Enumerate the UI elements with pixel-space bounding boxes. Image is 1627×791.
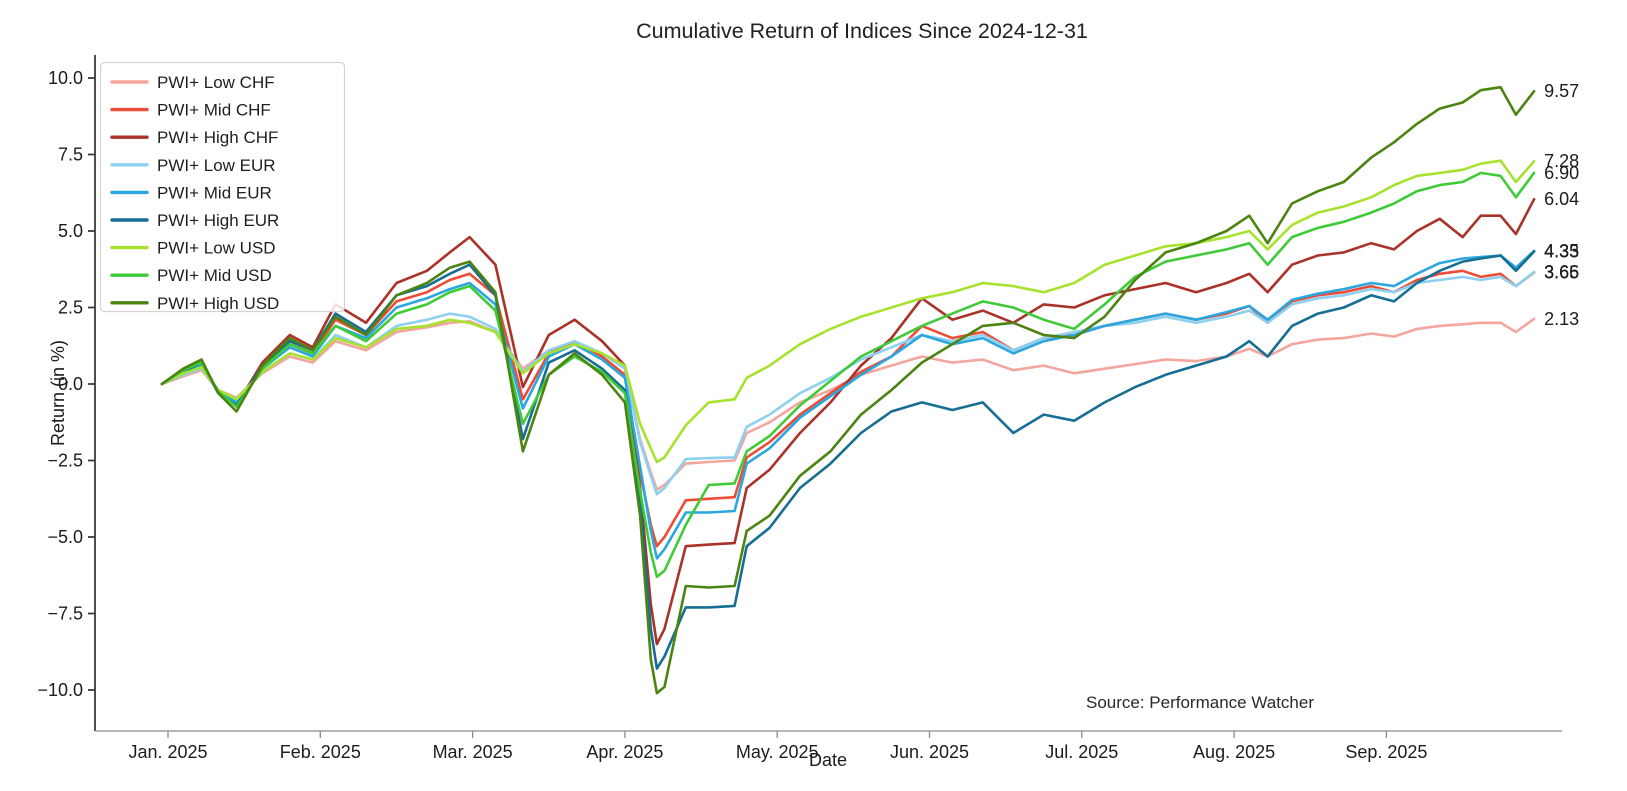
source-note: Source: Performance Watcher: [1086, 693, 1314, 712]
x-axis-title: Date: [809, 750, 847, 770]
legend-item-pwi-mid-usd: PWI+ Mid USD: [110, 266, 272, 285]
legend-label: PWI+ High CHF: [157, 128, 278, 147]
legend-item-pwi-mid-eur: PWI+ Mid EUR: [110, 183, 272, 202]
chart-title: Cumulative Return of Indices Since 2024-…: [636, 19, 1088, 43]
series-line-pwi-high-chf: [160, 197, 1536, 646]
x-tick-label: Jul. 2025: [1045, 742, 1118, 762]
legend-label: PWI+ High USD: [157, 294, 279, 313]
legend-label: PWI+ Mid USD: [157, 266, 272, 285]
legend-item-pwi-high-chf: PWI+ High CHF: [110, 128, 278, 147]
end-label-pwi-high-usd: 9.57: [1544, 81, 1579, 101]
series-line-pwi-low-chf: [160, 317, 1536, 491]
legend-item-pwi-mid-chf: PWI+ Mid CHF: [110, 101, 271, 120]
y-tick-label: 10.0: [48, 68, 83, 88]
legend-label: PWI+ High EUR: [157, 211, 279, 230]
end-label-pwi-mid-usd: 6.90: [1544, 163, 1579, 183]
y-tick-label: −2.5: [47, 451, 83, 471]
y-tick-label: −10.0: [37, 680, 83, 700]
x-tick-label: May. 2025: [736, 742, 819, 762]
x-tick-label: Mar. 2025: [433, 742, 513, 762]
end-labels-layer: 2.13 3.65 6.04 3.664.354.33 7.286.90 9.57: [1544, 81, 1579, 329]
y-tick-label: −7.5: [47, 604, 83, 624]
y-tick-label: 5.0: [58, 221, 83, 241]
legend-box: [99, 61, 346, 313]
legend-item-pwi-high-eur: PWI+ High EUR: [110, 211, 279, 230]
y-tick-label: 7.5: [58, 145, 83, 165]
series-line-pwi-high-eur: [160, 250, 1536, 670]
legend-item-pwi-low-chf: PWI+ Low CHF: [110, 73, 275, 92]
series-line-pwi-mid-chf: [160, 269, 1536, 548]
end-label-pwi-low-eur: 3.66: [1544, 262, 1579, 282]
series-layer: [160, 85, 1536, 695]
y-tick-label: 0.0: [58, 374, 83, 394]
end-label-pwi-low-usd: 7.28: [1544, 151, 1579, 171]
x-tick-label: Jun. 2025: [890, 742, 969, 762]
legend-item-pwi-low-usd: PWI+ Low USD: [110, 239, 276, 258]
end-label-pwi-mid-chf: 3.65: [1544, 262, 1579, 282]
series-line-pwi-mid-eur: [160, 249, 1536, 560]
legend-item-pwi-high-usd: PWI+ High USD: [110, 294, 279, 313]
axes-layer: 10.0 7.5 5.0 2.5 0.0 −2.5 −5.0 −7.5 −10.0 Jan. 20…: [37, 55, 1562, 762]
y-axis-title: Return (in %): [48, 340, 68, 446]
x-tick-label: Aug. 2025: [1193, 742, 1275, 762]
legend-label: PWI+ Mid EUR: [157, 183, 272, 202]
series-line-pwi-high-usd: [160, 85, 1536, 695]
end-label-pwi-mid-eur: 4.35: [1544, 241, 1579, 261]
legend: PWI+ Low CHF PWI+ Mid CHF PWI+ High CHF PWI…: [99, 61, 346, 313]
y-tick-label: −5.0: [47, 527, 83, 547]
legend-label: PWI+ Low USD: [157, 239, 276, 258]
y-tick-label: 2.5: [58, 298, 83, 318]
legend-label: PWI+ Low CHF: [157, 73, 275, 92]
x-tick-label: Jan. 2025: [128, 742, 207, 762]
legend-label: PWI+ Low EUR: [157, 156, 276, 175]
end-label-pwi-low-chf: 2.13: [1544, 309, 1579, 329]
series-line-pwi-mid-usd: [160, 171, 1536, 579]
legend-label: PWI+ Mid CHF: [157, 101, 271, 120]
end-label-pwi-high-eur: 4.33: [1544, 242, 1579, 262]
legend-item-pwi-low-eur: PWI+ Low EUR: [110, 156, 276, 175]
x-tick-label: Apr. 2025: [586, 742, 663, 762]
x-tick-label: Sep. 2025: [1345, 742, 1427, 762]
series-line-pwi-low-usd: [160, 159, 1536, 464]
end-label-pwi-high-chf: 6.04: [1544, 189, 1579, 209]
x-tick-label: Feb. 2025: [280, 742, 361, 762]
